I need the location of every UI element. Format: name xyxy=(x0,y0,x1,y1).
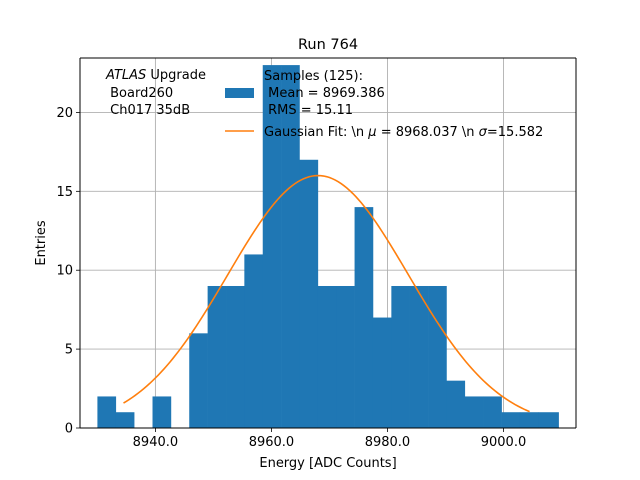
legend-samples-mean: Mean = 8969.386 xyxy=(264,86,385,101)
annotation-board: Board260 xyxy=(106,86,173,101)
y-tick-label: 15 xyxy=(56,185,73,200)
legend-fit-text: Gaussian Fit: \n μ = 8968.037 \n σ=15.58… xyxy=(264,125,543,140)
legend-fit-mu-value: = 8968.037 \n xyxy=(377,125,479,140)
histogram-bar xyxy=(281,65,300,428)
atlas-label: ATLAS xyxy=(105,68,146,83)
histogram-bar xyxy=(115,412,135,428)
histogram-bar xyxy=(336,285,355,428)
axes-frame xyxy=(79,57,577,429)
y-tick-label: 20 xyxy=(56,106,73,121)
y-tick-label: 5 xyxy=(65,343,73,358)
x-axis-label: Energy [ADC Counts] xyxy=(259,456,396,471)
y-tick-label: 0 xyxy=(65,422,73,437)
histogram-bar xyxy=(519,412,539,428)
histogram-bar xyxy=(372,317,392,428)
histogram-bar xyxy=(446,380,466,428)
histogram-bar xyxy=(354,207,374,428)
histogram-bar xyxy=(391,285,410,428)
legend-fit-mu-symbol: μ xyxy=(367,125,376,140)
histogram-bar xyxy=(483,396,502,428)
histogram-bar xyxy=(244,254,264,428)
histogram-bar xyxy=(409,285,429,428)
histogram-bars xyxy=(97,65,559,429)
y-axis-label: Entries xyxy=(34,220,49,266)
x-tick-label: 8960.0 xyxy=(249,435,295,450)
histogram-bar xyxy=(226,285,245,428)
legend-fit-sigma-symbol: σ xyxy=(479,125,488,140)
x-tick-label: 8940.0 xyxy=(133,435,179,450)
histogram-bar xyxy=(97,396,117,428)
legend-fit-sigma-value: =15.582 xyxy=(487,125,543,140)
x-tick-label: 9000.0 xyxy=(481,435,527,450)
legend-samples-swatch xyxy=(225,88,254,98)
histogram-bar xyxy=(262,65,282,428)
axis-ticks: 8940.0 8960.0 8980.0 9000.0 0 5 10 15 20 xyxy=(56,106,526,450)
annotation-line-1: ATLAS Upgrade xyxy=(105,68,206,83)
chart-title: Run 764 xyxy=(298,37,358,53)
histogram-bar xyxy=(501,412,521,428)
histogram-bar xyxy=(428,285,447,428)
legend: Samples (125): Mean = 8969.386 RMS = 15.… xyxy=(225,69,543,140)
histogram-bar xyxy=(189,333,208,428)
x-tick-label: 8980.0 xyxy=(365,435,411,450)
histogram-bar xyxy=(538,412,559,428)
legend-samples-count: Samples (125): xyxy=(264,69,363,84)
gaussian-fit-layer xyxy=(123,174,530,413)
histogram-bar xyxy=(317,285,337,428)
histogram-bar xyxy=(207,285,227,428)
histogram-bar xyxy=(152,396,172,428)
gaussian-fit-curve xyxy=(123,174,530,413)
legend-fit-prefix: Gaussian Fit: \n xyxy=(264,125,368,140)
histogram-bar xyxy=(299,159,319,429)
legend-samples-rms: RMS = 15.11 xyxy=(264,103,353,118)
histogram-bar xyxy=(464,396,484,428)
y-tick-label: 10 xyxy=(56,264,73,279)
upgrade-label: Upgrade xyxy=(146,68,206,83)
atlas-annotation: ATLAS Upgrade Board260 Ch017 35dB xyxy=(105,68,206,118)
annotation-channel: Ch017 35dB xyxy=(106,103,190,118)
